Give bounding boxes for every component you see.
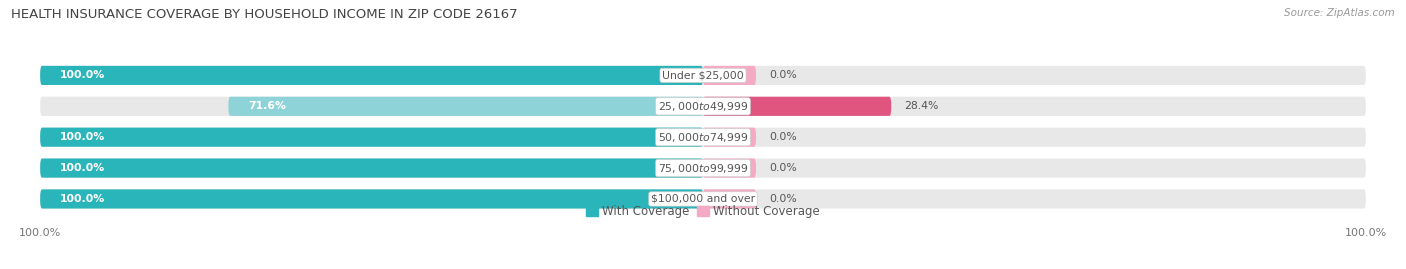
FancyBboxPatch shape [41,97,1365,116]
Text: $100,000 and over: $100,000 and over [651,194,755,204]
FancyBboxPatch shape [41,189,703,208]
FancyBboxPatch shape [228,97,703,116]
Text: 71.6%: 71.6% [249,101,287,111]
Legend: With Coverage, Without Coverage: With Coverage, Without Coverage [581,201,825,223]
Text: $75,000 to $99,999: $75,000 to $99,999 [658,162,748,175]
FancyBboxPatch shape [703,97,891,116]
Text: 0.0%: 0.0% [769,70,797,80]
Text: 100.0%: 100.0% [60,163,105,173]
Text: 0.0%: 0.0% [769,194,797,204]
Text: 100.0%: 100.0% [60,194,105,204]
FancyBboxPatch shape [703,158,756,178]
Text: HEALTH INSURANCE COVERAGE BY HOUSEHOLD INCOME IN ZIP CODE 26167: HEALTH INSURANCE COVERAGE BY HOUSEHOLD I… [11,8,517,21]
FancyBboxPatch shape [41,128,1365,147]
Text: Source: ZipAtlas.com: Source: ZipAtlas.com [1284,8,1395,18]
Text: $25,000 to $49,999: $25,000 to $49,999 [658,100,748,113]
FancyBboxPatch shape [41,128,703,147]
FancyBboxPatch shape [41,189,1365,208]
FancyBboxPatch shape [41,158,703,178]
Text: Under $25,000: Under $25,000 [662,70,744,80]
Text: 100.0%: 100.0% [60,132,105,142]
FancyBboxPatch shape [703,128,756,147]
Text: 0.0%: 0.0% [769,132,797,142]
Text: 28.4%: 28.4% [904,101,939,111]
Text: 0.0%: 0.0% [769,163,797,173]
FancyBboxPatch shape [41,66,1365,85]
FancyBboxPatch shape [703,189,756,208]
FancyBboxPatch shape [41,66,703,85]
FancyBboxPatch shape [703,66,756,85]
Text: $50,000 to $74,999: $50,000 to $74,999 [658,131,748,144]
Text: 100.0%: 100.0% [60,70,105,80]
FancyBboxPatch shape [41,158,1365,178]
